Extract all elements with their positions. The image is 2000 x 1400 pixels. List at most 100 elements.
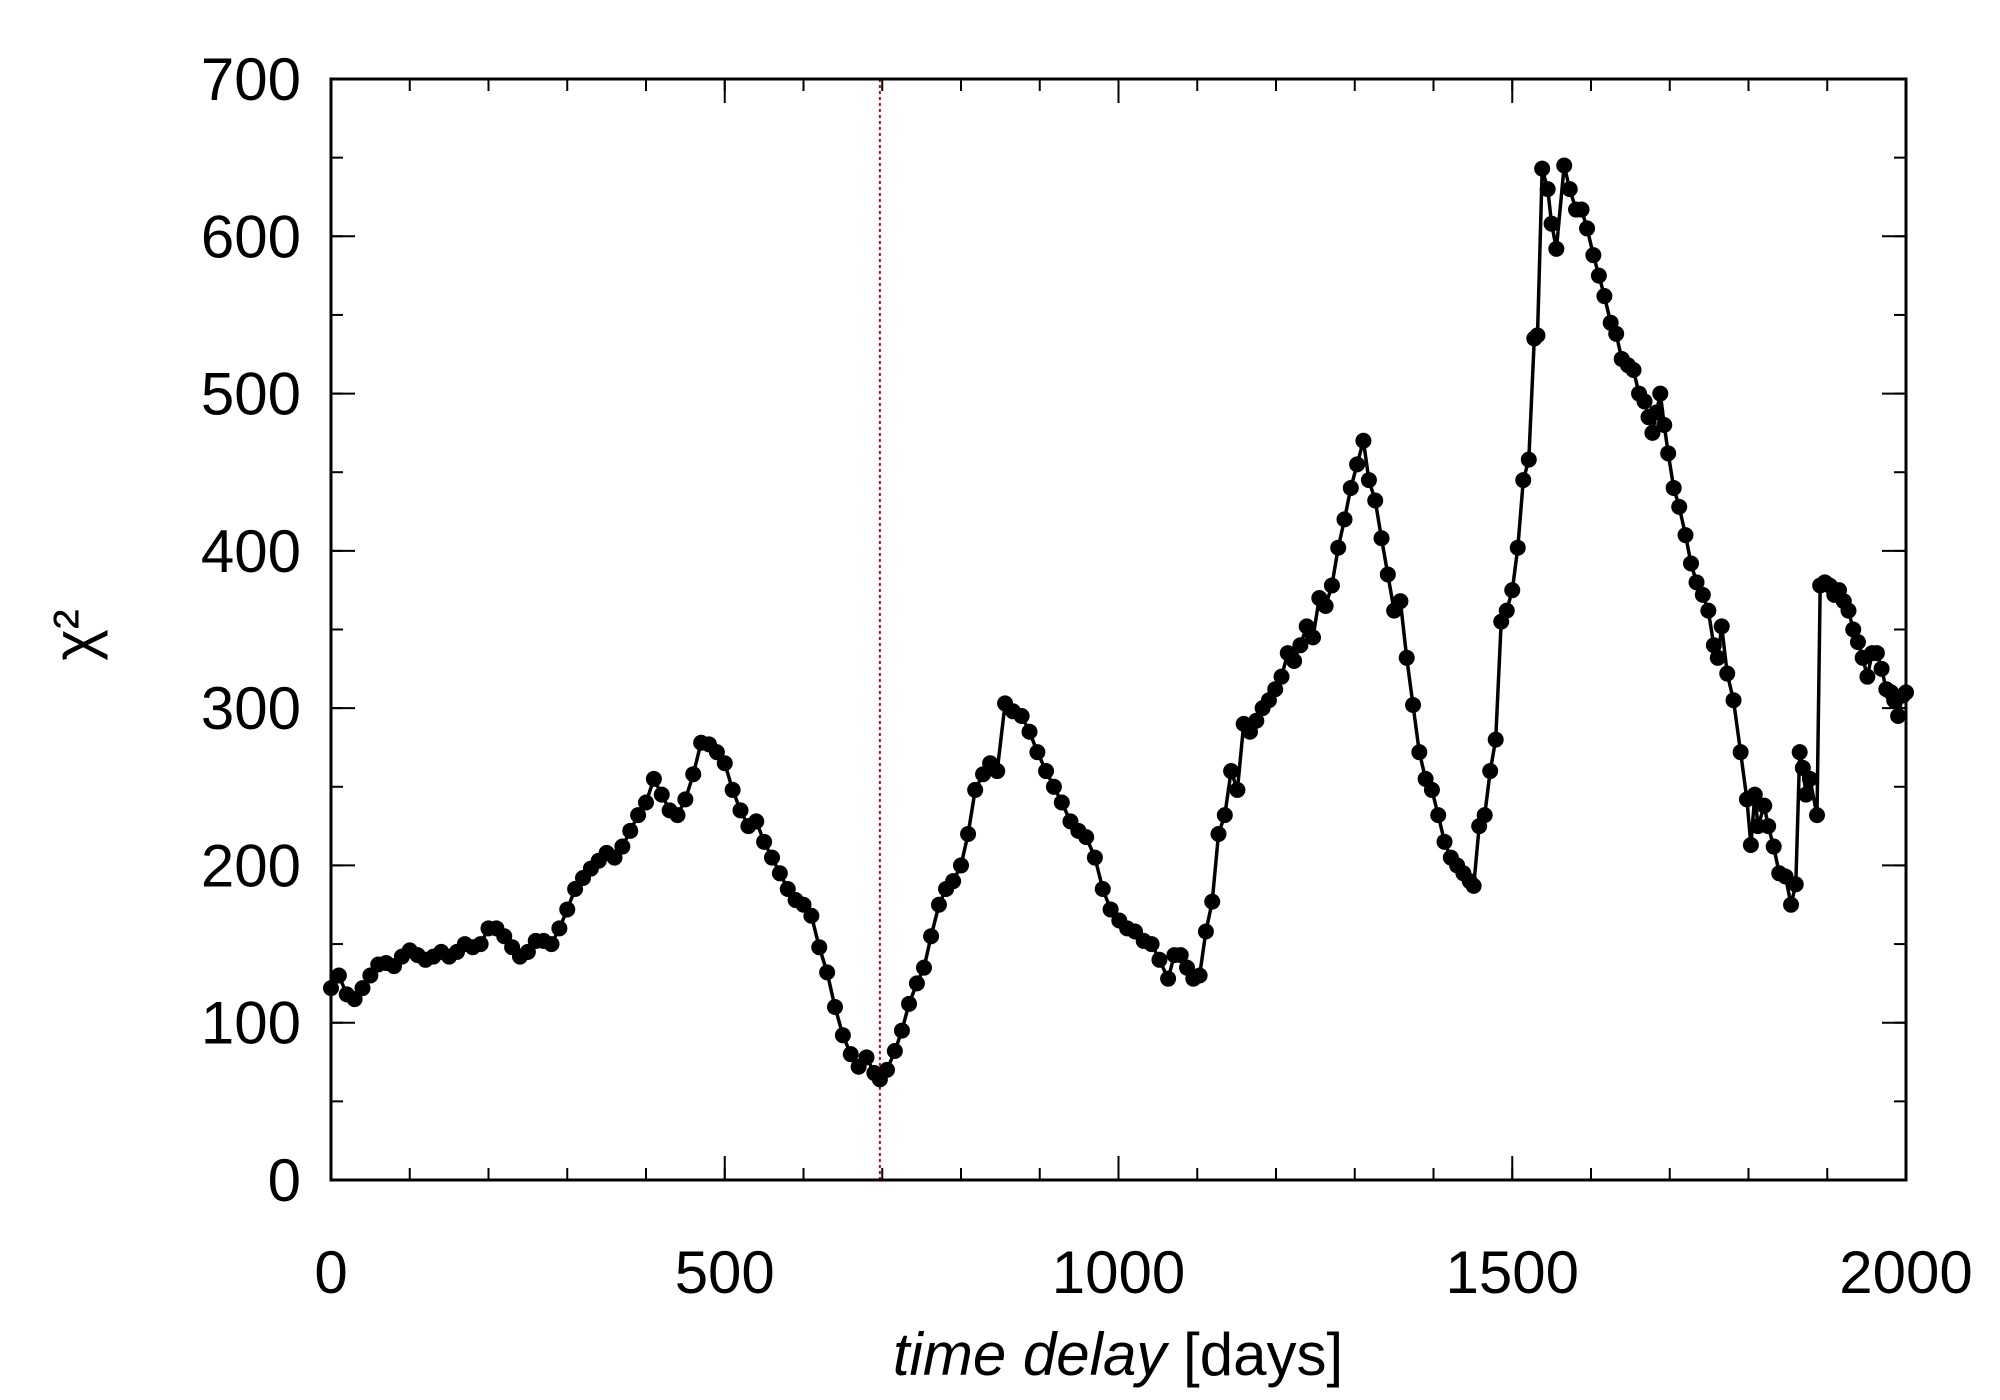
data-point xyxy=(1498,602,1515,619)
data-point xyxy=(1360,472,1377,489)
data-point xyxy=(1204,893,1221,910)
data-point xyxy=(559,901,576,918)
data-point xyxy=(1021,723,1038,740)
data-point xyxy=(496,928,513,945)
data-point xyxy=(764,849,780,866)
data-point xyxy=(1392,593,1409,610)
data-point xyxy=(551,920,568,937)
data-point xyxy=(1398,649,1415,666)
data-point xyxy=(1323,577,1340,594)
data-point xyxy=(1197,923,1214,940)
data-point xyxy=(630,807,647,824)
data-point xyxy=(1029,744,1046,761)
data-point xyxy=(1216,807,1233,824)
data-point xyxy=(1756,797,1773,814)
x-axis-label: time delay [days] xyxy=(893,1321,1343,1388)
data-point xyxy=(1665,479,1682,496)
data-point xyxy=(1405,696,1422,713)
data-point xyxy=(1625,361,1642,378)
data-point xyxy=(1801,770,1818,787)
x-tick-label: 0 xyxy=(314,1239,347,1306)
x-tick-label: 500 xyxy=(675,1239,775,1306)
data-point xyxy=(1336,511,1353,528)
data-point xyxy=(1349,456,1366,473)
data-point xyxy=(1430,807,1447,824)
data-point xyxy=(1585,247,1602,264)
data-point xyxy=(1223,763,1240,780)
data-point xyxy=(1859,668,1876,685)
data-point xyxy=(1509,539,1526,556)
data-point xyxy=(724,781,741,798)
data-point xyxy=(878,1061,895,1078)
data-point xyxy=(915,959,932,976)
data-point xyxy=(614,838,631,855)
data-point xyxy=(543,936,560,953)
data-point xyxy=(1143,936,1160,953)
y-tick-label: 700 xyxy=(201,46,301,113)
data-point xyxy=(1849,634,1866,651)
data-point xyxy=(677,791,694,808)
data-point xyxy=(842,1046,859,1063)
y-tick-label: 500 xyxy=(201,361,301,428)
data-point xyxy=(638,794,654,811)
data-point xyxy=(1342,479,1359,496)
data-point xyxy=(1248,712,1265,729)
data-point xyxy=(1210,825,1227,842)
data-point xyxy=(1608,325,1625,342)
data-line xyxy=(329,163,1908,1082)
data-point xyxy=(708,744,725,761)
data-point xyxy=(1683,555,1700,572)
data-point xyxy=(1013,708,1030,725)
data-point xyxy=(1732,744,1749,761)
data-point xyxy=(1760,818,1777,835)
y-tick-label: 200 xyxy=(201,832,301,899)
data-point xyxy=(1411,744,1428,761)
data-point xyxy=(354,980,371,997)
data-point xyxy=(1840,602,1857,619)
data-point xyxy=(1273,668,1290,685)
y-tick-label: 400 xyxy=(201,518,301,585)
data-point xyxy=(748,813,765,830)
x-axis-label-italic: time delay xyxy=(893,1321,1170,1388)
data-point xyxy=(645,770,662,787)
data-point xyxy=(1873,660,1890,677)
data-point xyxy=(1791,744,1808,761)
data-point xyxy=(1590,267,1607,284)
data-point xyxy=(901,995,918,1012)
data-point xyxy=(732,802,749,819)
data-point xyxy=(1355,432,1372,449)
plot-frame xyxy=(329,77,1908,1182)
data-point xyxy=(945,873,962,890)
data-point xyxy=(1596,288,1613,305)
data-point xyxy=(1845,621,1862,638)
data-point xyxy=(834,1027,851,1044)
data-point xyxy=(1465,877,1482,894)
data-point xyxy=(1305,629,1322,646)
data-point xyxy=(989,763,1006,780)
data-point xyxy=(1292,637,1309,654)
data-point xyxy=(1317,597,1334,614)
data-point xyxy=(1229,781,1246,798)
data-point xyxy=(653,786,670,803)
data-point xyxy=(923,928,940,945)
data-point xyxy=(1053,794,1070,811)
data-point xyxy=(1548,240,1565,257)
data-point xyxy=(967,781,984,798)
data-point xyxy=(960,825,977,842)
x-axis-label-unit: [days] xyxy=(1183,1321,1343,1388)
data-point xyxy=(716,755,733,772)
data-point xyxy=(567,881,584,898)
data-point xyxy=(1482,763,1499,780)
x-tick-label: 1000 xyxy=(1052,1239,1185,1306)
data-point xyxy=(1038,763,1055,780)
data-point xyxy=(1671,498,1688,515)
data-point xyxy=(803,907,820,924)
data-point xyxy=(1160,970,1177,987)
data-point xyxy=(669,807,686,824)
data-point xyxy=(893,1022,910,1039)
data-point xyxy=(1573,201,1590,218)
data-point xyxy=(1783,896,1800,913)
data-point xyxy=(1191,967,1208,984)
